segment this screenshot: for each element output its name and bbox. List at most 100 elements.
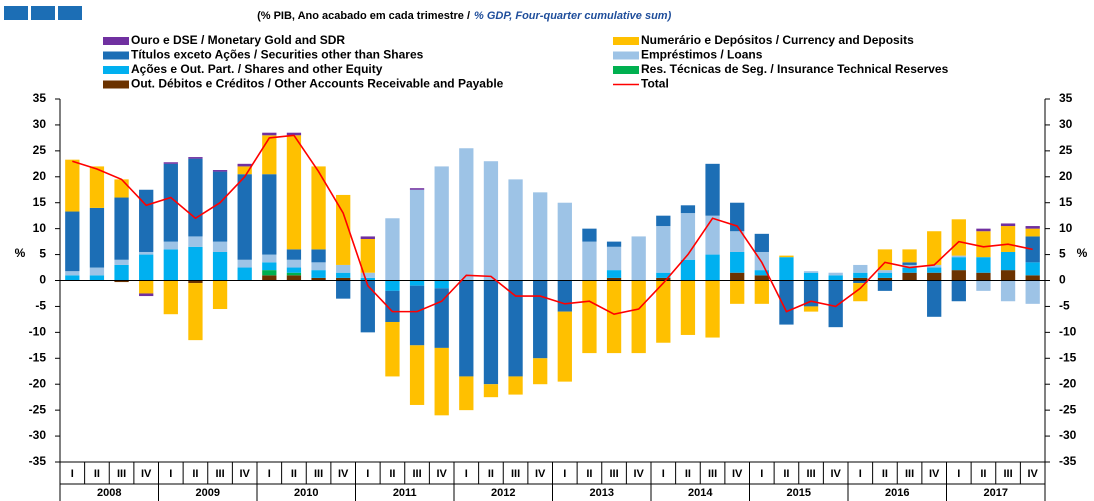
x-tick-label: III bbox=[806, 468, 815, 480]
bar-segment bbox=[656, 272, 671, 278]
chart-title: (% PIB, Ano acabado em cada trimestre / bbox=[257, 10, 470, 22]
bar-segment bbox=[459, 376, 474, 411]
legend-label: Out. Débitos e Créditos / Other Accounts… bbox=[131, 77, 504, 91]
bar-segment bbox=[828, 272, 843, 276]
year-label: 2008 bbox=[97, 487, 121, 499]
y-tick-label: 30 bbox=[33, 117, 47, 131]
bar-segment bbox=[877, 270, 893, 273]
bar-segment bbox=[89, 267, 105, 276]
bar-segment bbox=[680, 213, 696, 260]
bar-segment bbox=[286, 272, 302, 276]
bar-segment bbox=[286, 249, 302, 260]
x-tick-label: III bbox=[314, 468, 323, 480]
legend-label: Empréstimos / Loans bbox=[641, 48, 763, 62]
legend-swatch bbox=[103, 37, 129, 45]
bar-segment bbox=[262, 132, 277, 136]
y-tick-label: -30 bbox=[29, 428, 47, 442]
y-tick-label: 25 bbox=[33, 143, 47, 157]
bar-segment bbox=[828, 280, 843, 328]
bar-segment bbox=[336, 280, 351, 299]
y-axis-label: % bbox=[1077, 246, 1088, 260]
x-tick-label: IV bbox=[436, 468, 447, 480]
x-tick-label: I bbox=[268, 468, 271, 480]
bar-segment bbox=[902, 267, 917, 273]
bar-segment bbox=[434, 280, 449, 289]
bar-segment bbox=[951, 255, 966, 258]
bar-segment bbox=[951, 257, 966, 271]
bar-segment bbox=[409, 285, 425, 346]
bar-segment bbox=[606, 246, 622, 271]
bar-segment bbox=[311, 249, 326, 263]
y-tick-label: 15 bbox=[1059, 195, 1073, 209]
x-tick-label: I bbox=[859, 468, 862, 480]
bar-segment bbox=[1000, 270, 1016, 281]
bar-segment bbox=[606, 280, 622, 354]
bar-segment bbox=[976, 272, 991, 281]
bar-segment bbox=[853, 283, 868, 302]
bar-segment bbox=[927, 267, 942, 273]
bar-segment bbox=[262, 174, 277, 255]
bar-segment bbox=[286, 132, 302, 136]
bar-segment bbox=[803, 272, 819, 281]
logo-block bbox=[58, 6, 82, 20]
bar-segment bbox=[163, 162, 178, 164]
bar-segment bbox=[533, 358, 548, 385]
y-tick-label: 35 bbox=[33, 91, 47, 105]
y-tick-label: -25 bbox=[1059, 402, 1077, 416]
bar-segment bbox=[311, 262, 326, 271]
bar-segment bbox=[311, 277, 326, 281]
year-label: 2011 bbox=[393, 487, 417, 499]
bar-segment bbox=[212, 251, 228, 281]
bar-segment bbox=[237, 174, 252, 260]
bar-segment bbox=[336, 264, 351, 273]
bar-segment bbox=[754, 275, 769, 281]
bar-segment bbox=[65, 271, 80, 276]
bar-segment bbox=[311, 270, 326, 278]
bar-segment bbox=[360, 280, 375, 333]
x-tick-label: IV bbox=[141, 468, 152, 480]
bar-segment bbox=[656, 280, 671, 343]
bar-segment bbox=[483, 161, 499, 281]
bar-segment bbox=[730, 280, 745, 304]
x-tick-label: II bbox=[685, 468, 691, 480]
bar-segment bbox=[188, 158, 203, 237]
year-label: 2009 bbox=[196, 487, 220, 499]
bar-segment bbox=[533, 192, 548, 281]
bar-segment bbox=[631, 280, 646, 354]
y-tick-label: -15 bbox=[29, 350, 47, 364]
x-tick-label: III bbox=[905, 468, 914, 480]
y-tick-label: -20 bbox=[29, 376, 47, 390]
bar-segment bbox=[65, 159, 80, 212]
y-tick-label: 10 bbox=[33, 221, 47, 235]
x-tick-label: I bbox=[662, 468, 665, 480]
bar-segment bbox=[114, 179, 129, 198]
bar-segment bbox=[360, 239, 375, 273]
bar-segment bbox=[385, 321, 400, 377]
bar-segment bbox=[1000, 226, 1016, 252]
y-tick-label: 5 bbox=[1059, 247, 1066, 261]
bar-segment bbox=[409, 280, 425, 286]
bar-segment bbox=[1025, 228, 1040, 237]
bar-segment bbox=[606, 270, 622, 278]
bar-segment bbox=[730, 251, 745, 273]
bar-segment bbox=[533, 280, 548, 359]
x-tick-label: IV bbox=[239, 468, 250, 480]
bar-segment bbox=[730, 231, 745, 252]
bar-segment bbox=[803, 271, 819, 273]
bar-segment bbox=[286, 275, 302, 281]
bar-segment bbox=[680, 259, 696, 281]
x-tick-label: III bbox=[511, 468, 520, 480]
bar-segment bbox=[114, 259, 129, 265]
legend-label: Ações e Out. Part. / Shares and other Eq… bbox=[131, 62, 383, 76]
bar-segment bbox=[89, 166, 105, 208]
bar-segment bbox=[853, 280, 868, 284]
bar-segment bbox=[163, 280, 178, 315]
bar-segment bbox=[434, 166, 449, 281]
bar-segment bbox=[877, 280, 893, 291]
bar-segment bbox=[262, 275, 277, 281]
bar-segment bbox=[139, 189, 154, 252]
bar-segment bbox=[951, 280, 966, 302]
bar-segment bbox=[705, 254, 720, 281]
bar-segment bbox=[459, 148, 474, 281]
bar-segment bbox=[262, 254, 277, 263]
